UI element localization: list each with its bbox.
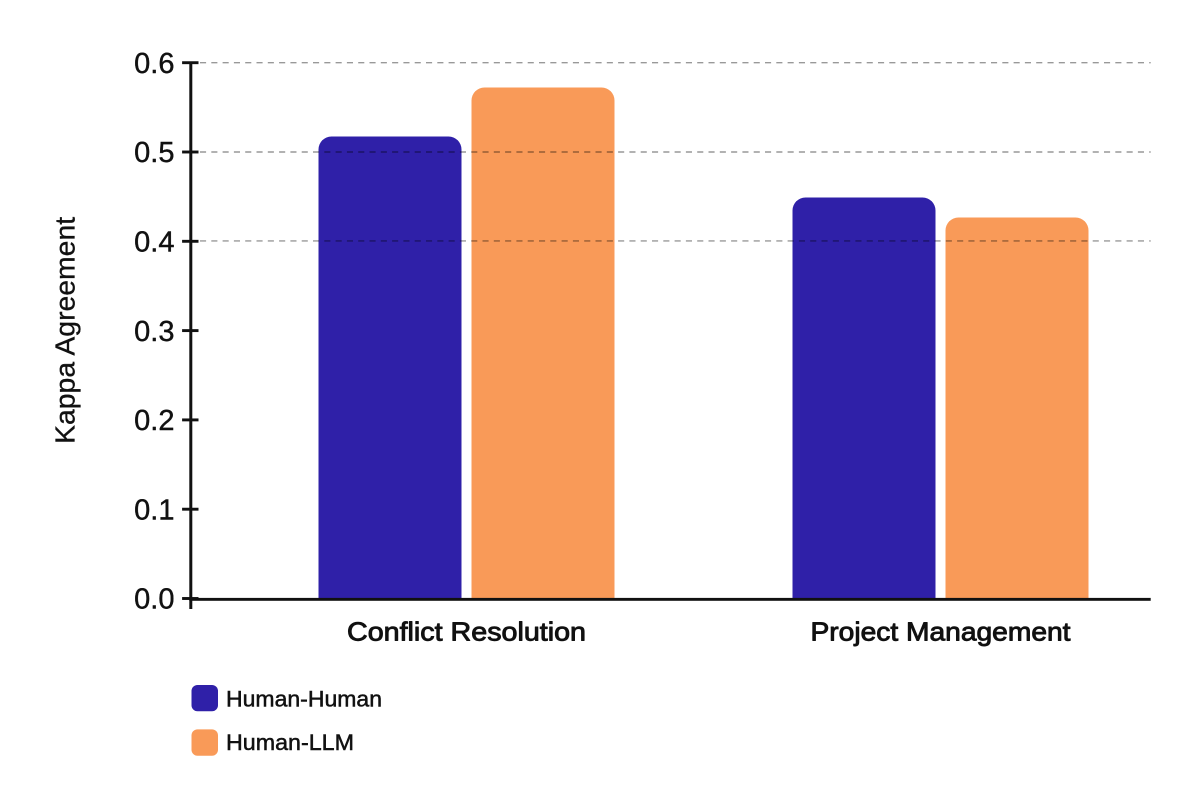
svg-text:0.5: 0.5 — [134, 137, 174, 169]
svg-text:0.2: 0.2 — [134, 405, 174, 437]
svg-text:Conflict Resolution: Conflict Resolution — [347, 617, 586, 647]
svg-text:Human-LLM: Human-LLM — [226, 730, 354, 755]
svg-text:0.3: 0.3 — [134, 316, 174, 348]
svg-text:Project Management: Project Management — [811, 617, 1072, 647]
svg-text:0.1: 0.1 — [134, 494, 174, 526]
svg-text:0.0: 0.0 — [134, 584, 174, 616]
svg-text:0.4: 0.4 — [134, 227, 174, 259]
svg-text:Kappa Agreement: Kappa Agreement — [49, 217, 80, 444]
svg-text:0.6: 0.6 — [134, 48, 174, 80]
svg-text:Human-Human: Human-Human — [226, 687, 382, 712]
